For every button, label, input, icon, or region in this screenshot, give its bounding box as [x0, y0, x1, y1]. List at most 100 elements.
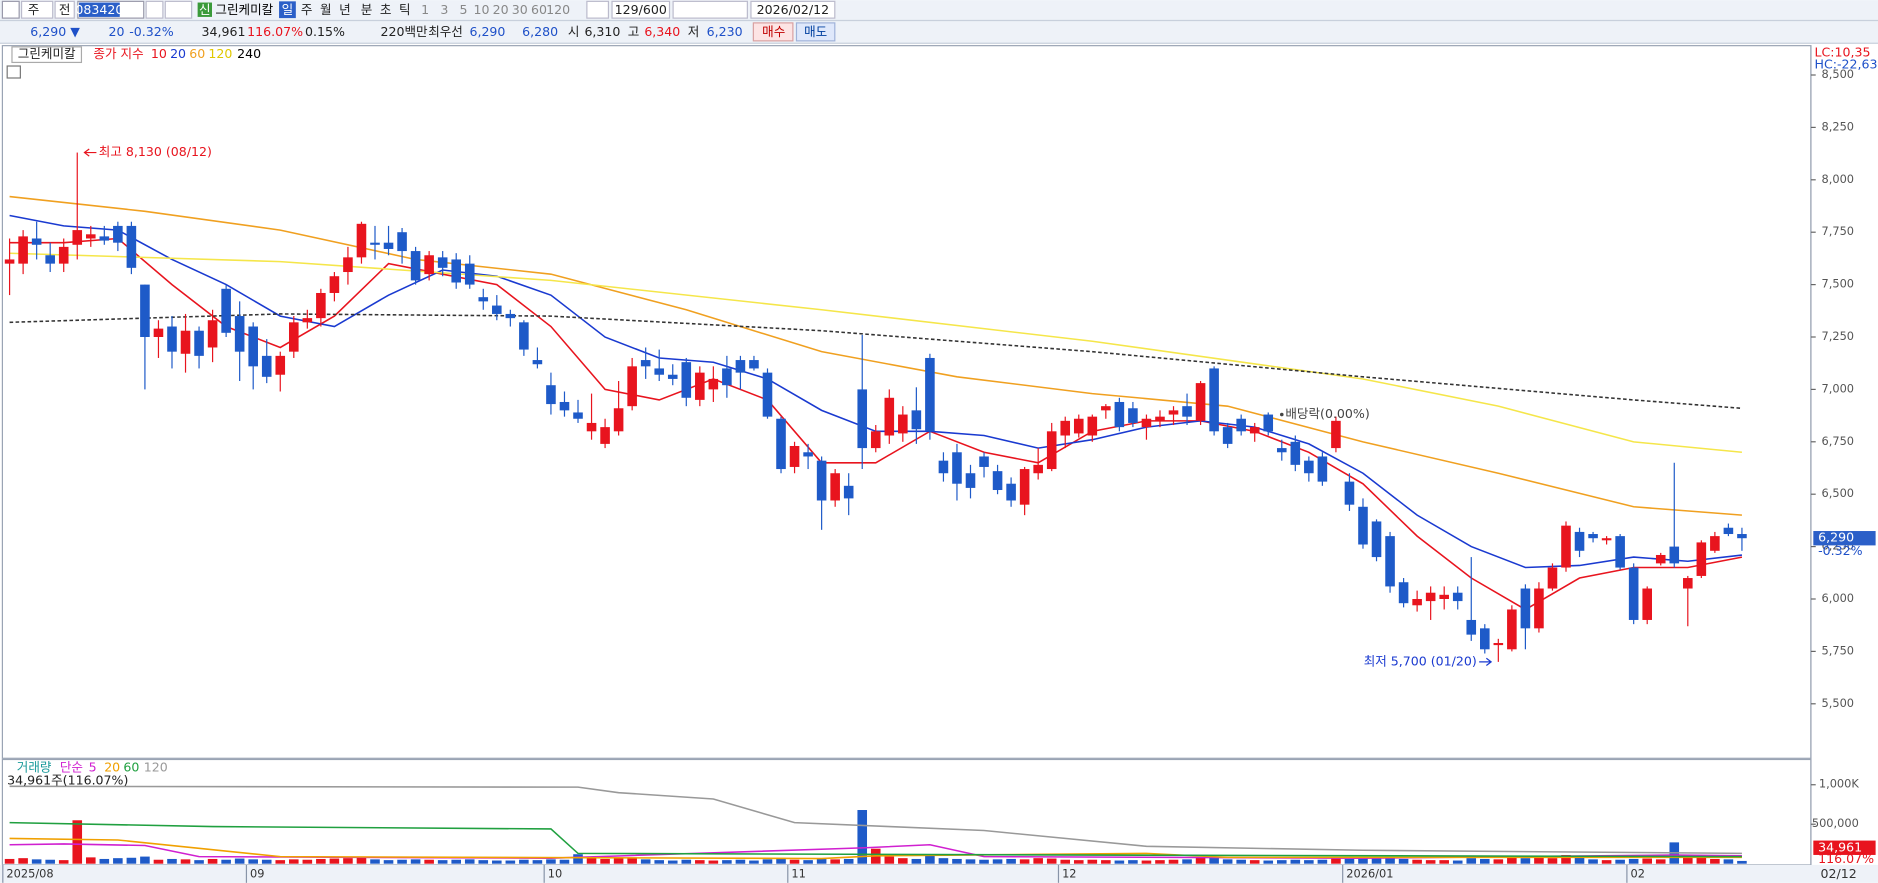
volume-bar [451, 859, 461, 864]
quote-buy[interactable]: 매수 [762, 24, 785, 39]
volume-bar [938, 858, 949, 864]
count-box [611, 0, 671, 19]
interval-button[interactable]: 60 [531, 2, 547, 17]
candle-body [884, 397, 895, 436]
volume-bar [1655, 859, 1666, 864]
volume-bar [532, 860, 543, 864]
y-tick-label: 8,000 [1822, 172, 1855, 186]
candle-body [451, 259, 461, 283]
y-tick-label: 7,500 [1822, 277, 1855, 291]
quote-row [0, 20, 1878, 44]
volume-bar [1019, 859, 1030, 864]
menu-icon[interactable] [1, 0, 20, 19]
candle-body [613, 408, 624, 432]
period-button[interactable]: 틱 [399, 2, 411, 17]
volume-bar [113, 858, 123, 864]
volume-bar [695, 860, 705, 864]
ma-line [9, 821, 1742, 858]
volume-bar [234, 858, 245, 864]
interval-button[interactable]: 5 [460, 2, 468, 17]
candle-body [708, 378, 719, 390]
volume-bar [207, 858, 218, 864]
dropdown[interactable] [586, 0, 610, 19]
candle-body [194, 330, 204, 356]
interval-button[interactable]: 3 [440, 2, 448, 17]
candle-body [153, 328, 164, 338]
legend-item: 60 [123, 759, 139, 774]
x-tick-label: 09 [250, 866, 264, 880]
interval-button[interactable]: 20 [493, 2, 509, 17]
buy-button[interactable] [752, 22, 794, 42]
period-button[interactable]: 일 [282, 2, 294, 17]
button[interactable] [54, 0, 75, 19]
x-tick-label: 12 [1062, 866, 1076, 880]
interval-button[interactable]: 120 [546, 2, 570, 17]
volume-bar [1276, 860, 1287, 864]
volume-bar [627, 857, 637, 864]
candle-body [1696, 542, 1707, 576]
quote-sell[interactable]: 매도 [804, 24, 827, 39]
quote-open-label: 시 [568, 24, 580, 39]
candle-body [140, 284, 150, 338]
candle-body [1331, 420, 1341, 449]
candle-body [1128, 408, 1138, 423]
volume-bar [356, 857, 367, 864]
volume-summary: 34,961주(116.07%) [7, 773, 128, 788]
period-active [279, 1, 296, 19]
volume-bar [1480, 858, 1490, 864]
candle-body [113, 225, 123, 243]
volume-bar [424, 859, 434, 864]
stock-code[interactable]: 083420 [75, 2, 123, 17]
volume-bar [708, 860, 719, 864]
candle-body [356, 223, 367, 258]
y-tick-label: 6,750 [1822, 434, 1855, 448]
sell-button[interactable] [795, 22, 836, 42]
period-type[interactable]: 주 [28, 2, 40, 17]
volume-bar [261, 859, 272, 864]
volume-bar [370, 859, 380, 864]
grid-icon[interactable] [6, 65, 21, 79]
period-button[interactable]: 초 [380, 2, 392, 17]
market-button[interactable]: 전 [59, 2, 71, 17]
candle-body [1601, 538, 1612, 541]
icon-group[interactable] [672, 0, 748, 19]
candle-body [1493, 643, 1504, 646]
candle-body [492, 305, 502, 314]
candle-body [343, 257, 353, 273]
volume-bar [830, 859, 840, 864]
volume-bar [749, 860, 759, 864]
volume-bar [1290, 859, 1301, 864]
annotation: 배당락(0.00%) [1285, 406, 1369, 421]
candle-body [735, 360, 746, 373]
legend-item: 20 [104, 759, 120, 774]
volume-bar [1141, 860, 1152, 864]
candle-body [1304, 460, 1314, 474]
candle-body [627, 366, 637, 407]
candle-body [248, 326, 258, 367]
candle-body [302, 318, 313, 323]
quote-best-label: 최우선 [428, 24, 463, 39]
volume-bar [1155, 860, 1165, 864]
period-button[interactable]: 월 [320, 2, 332, 17]
volume-bar [1628, 858, 1639, 864]
interval-button[interactable]: 1 [421, 2, 429, 17]
interval-button[interactable]: 30 [512, 2, 528, 17]
interval-button[interactable]: 10 [473, 2, 489, 17]
volume-bar [546, 859, 556, 864]
volume-bar [1439, 860, 1449, 864]
candle-body [1669, 546, 1680, 564]
date-box[interactable] [750, 0, 836, 19]
volume-bar [803, 860, 813, 864]
dropdown[interactable] [20, 0, 54, 19]
candle-body [843, 485, 854, 499]
period-button[interactable]: 주 [301, 2, 313, 17]
sound-icon[interactable] [164, 0, 193, 19]
candle-body [1073, 418, 1084, 434]
period-button[interactable]: 분 [361, 2, 373, 17]
period-button[interactable]: 년 [339, 2, 351, 17]
candle-body [816, 460, 827, 501]
candle-body [992, 471, 1003, 491]
candle-body [1534, 588, 1544, 629]
volume-bar [492, 860, 502, 864]
search-icon[interactable] [145, 0, 164, 19]
